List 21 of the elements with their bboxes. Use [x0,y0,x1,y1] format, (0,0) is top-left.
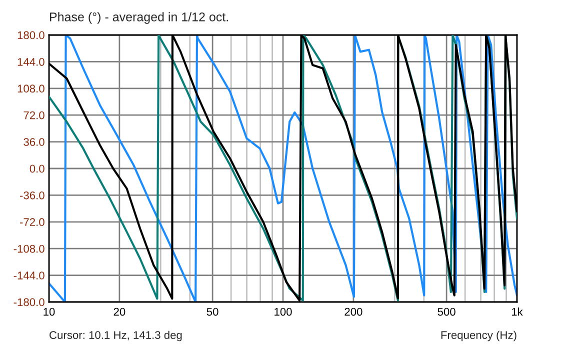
x-tick-label: 200 [344,308,362,316]
x-tick-label: 50 [206,308,218,316]
x-tick-label: 10 [44,308,55,316]
x-tick-label: 500 [438,308,456,316]
y-tick-label: -144.0 [14,272,44,280]
y-tick-label: -180.0 [14,298,44,306]
chart-title: Phase (°) - averaged in 1/12 oct. [50,12,228,24]
x-tick-label: 20 [114,308,126,316]
y-tick-label: -72.0 [20,218,44,226]
y-tick-label: 108.0 [18,84,44,93]
y-tick-label: -108.0 [14,244,44,253]
y-tick-label: 36.0 [24,138,44,146]
x-tick-label: 100 [274,308,292,316]
y-tick-label: 0.0 [30,164,44,173]
y-tick-label: 180.0 [18,31,44,40]
text: Cursor: 10.1 Hz, 141.3 deg [50,330,182,342]
y-tick-label: -36.0 [20,191,44,200]
x-tick-label: 1k [512,308,523,316]
x-axis-title: Frequency (Hz) [441,330,516,342]
y-tick-label: 72.0 [24,111,44,120]
y-tick-label: 144.0 [18,58,44,66]
